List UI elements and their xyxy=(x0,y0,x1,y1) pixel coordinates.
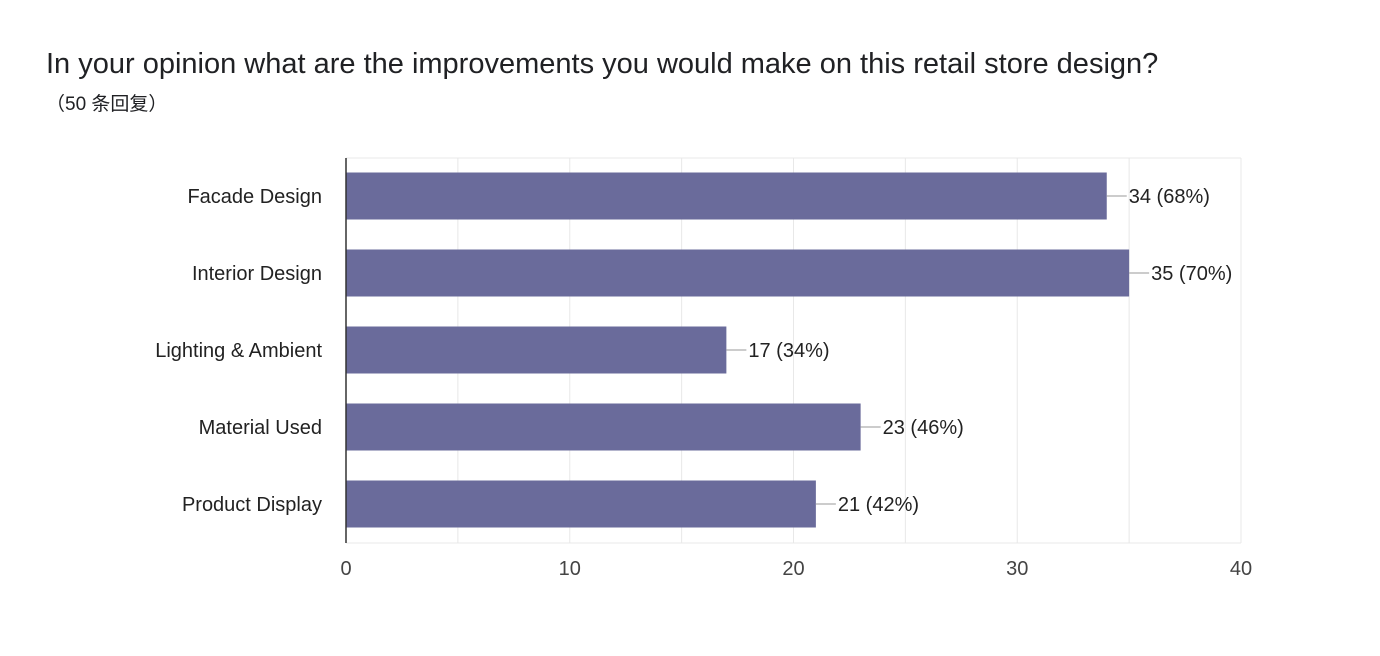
x-tick-label: 0 xyxy=(340,558,351,580)
x-tick-label: 40 xyxy=(1230,558,1252,580)
bar-3 xyxy=(346,326,727,374)
category-label: Facade Design xyxy=(187,186,322,208)
x-tick-label: 10 xyxy=(559,558,581,580)
question-title: In your opinion what are the improvement… xyxy=(46,48,1159,80)
labels: 34 (68%) Facade Design 35 (70%) Interior De… xyxy=(155,158,1252,580)
data-label: 34 (68%) xyxy=(1129,186,1210,208)
bar-5 xyxy=(346,480,816,528)
response-count: （50 条回复） xyxy=(46,94,168,115)
data-label: 35 (70%) xyxy=(1151,263,1232,285)
bar-4 xyxy=(346,403,861,451)
bar-1 xyxy=(346,172,1107,220)
category-label: Product Display xyxy=(182,494,322,516)
category-label: Interior Design xyxy=(192,263,322,285)
bar-2 xyxy=(346,249,1130,297)
x-tick-label: 20 xyxy=(782,558,804,580)
bars xyxy=(346,172,1150,528)
category-label: Material Used xyxy=(199,417,322,439)
data-label: 23 (46%) xyxy=(883,417,964,439)
data-label: 21 (42%) xyxy=(838,494,919,516)
data-label: 17 (34%) xyxy=(748,340,829,362)
x-tick-label: 30 xyxy=(1006,558,1028,580)
category-label: Lighting & Ambient xyxy=(155,340,322,362)
